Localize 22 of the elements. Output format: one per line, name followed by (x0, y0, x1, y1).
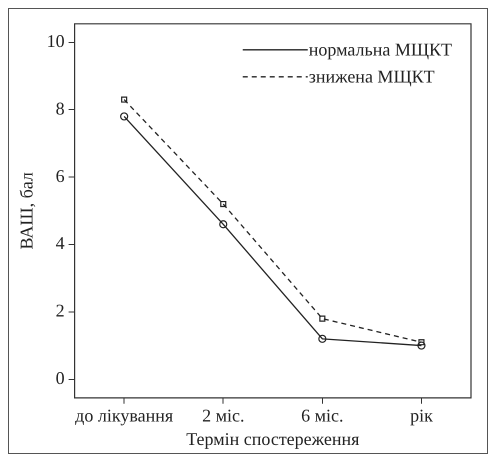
point (120, 112, 128, 121)
legend-label: нормальна МЩКТ (308, 40, 452, 60)
point (319, 316, 326, 322)
point (418, 339, 425, 346)
x-tick-label: 6 міс. (301, 405, 344, 426)
point (121, 96, 128, 103)
point (219, 220, 228, 228)
y-tick-label: 8 (56, 98, 65, 118)
point (318, 334, 326, 343)
x-tick-label: до лікування (75, 405, 174, 426)
y-tick-label: 0 (56, 368, 65, 388)
y-tick-label: 4 (56, 233, 65, 254)
y-tick-label: 6 (56, 166, 65, 186)
point (220, 200, 226, 208)
y-tick-label: 2 (56, 300, 65, 321)
y-axis-title: ВАШ, бал (16, 172, 37, 250)
y-tick-label: 10 (46, 31, 65, 52)
x-axis-title: Термін спостереження (186, 428, 360, 449)
point (417, 341, 426, 350)
x-tick-label: 2 міс. (202, 405, 244, 426)
x-tick-label: рік (410, 405, 434, 426)
legend-label: знижена МЩКТ (308, 66, 435, 87)
